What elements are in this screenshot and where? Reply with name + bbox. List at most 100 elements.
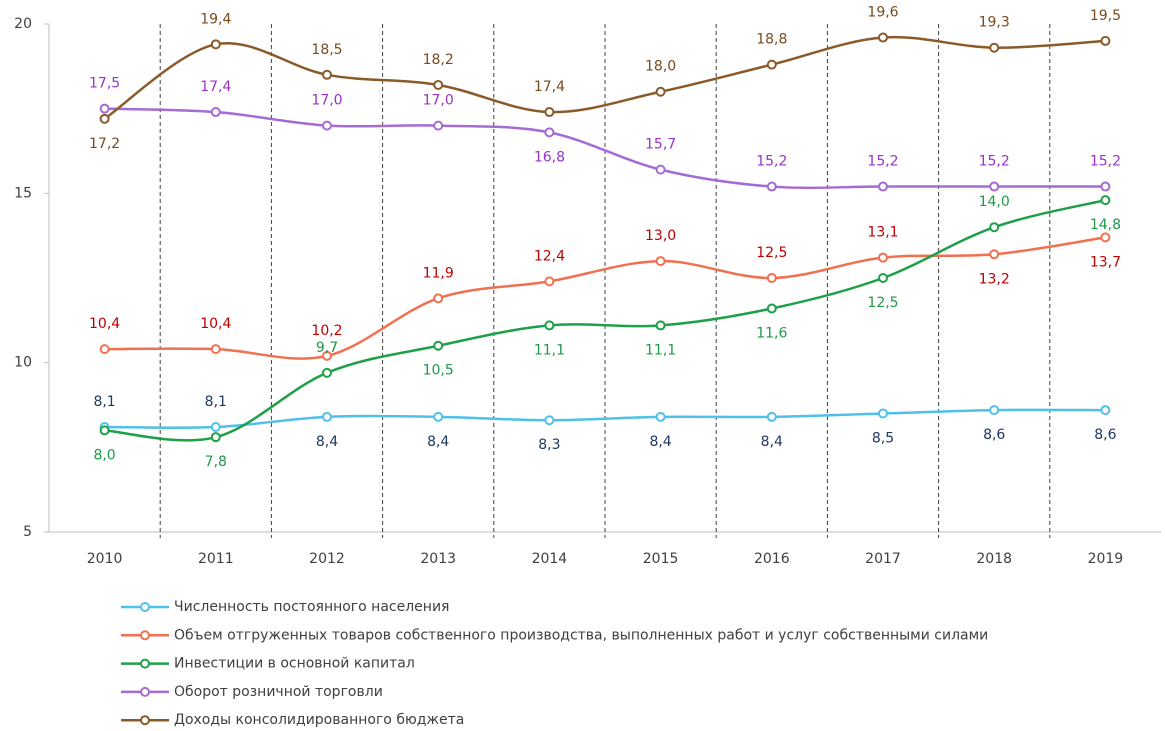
data-point (989, 222, 1000, 233)
data-point (433, 293, 444, 304)
y-tick-label: 20 (14, 16, 32, 32)
data-point (544, 276, 555, 287)
data-label: 11,9 (423, 265, 454, 281)
data-label: 8,4 (761, 434, 783, 450)
data-point (878, 408, 888, 419)
data-point (322, 367, 332, 378)
data-point (210, 344, 221, 355)
x-tick-label: 2017 (865, 551, 901, 567)
data-point (878, 181, 888, 192)
data-label: 15,2 (756, 154, 787, 170)
data-label: 9,7 (316, 340, 338, 356)
data-label: 18,8 (756, 32, 787, 48)
data-point (878, 32, 888, 43)
data-label: 19,6 (867, 5, 898, 21)
data-label: 10,5 (423, 363, 454, 379)
x-tick-label: 2015 (643, 551, 679, 567)
x-tick-label: 2013 (420, 551, 456, 567)
data-point (766, 303, 777, 314)
data-label: 15,7 (645, 137, 676, 153)
data-point (433, 340, 444, 351)
data-label: 14,8 (1090, 217, 1121, 233)
data-label: 16,8 (534, 149, 565, 165)
legend-marker (140, 602, 150, 612)
data-point (766, 59, 777, 70)
data-label: 19,4 (200, 11, 231, 27)
data-label: 12,5 (867, 295, 898, 311)
data-point (322, 69, 332, 80)
data-point (99, 344, 110, 355)
data-point (655, 320, 666, 331)
data-point (99, 425, 110, 436)
x-tick-label: 2011 (198, 551, 234, 567)
legend-marker (140, 658, 150, 669)
data-point (210, 432, 221, 443)
data-point (655, 411, 666, 422)
data-label: 18,5 (311, 42, 342, 58)
data-label: 8,5 (872, 430, 894, 446)
data-point (433, 120, 444, 131)
data-point (766, 411, 777, 422)
data-label: 8,4 (649, 434, 671, 450)
series-line (103, 35, 1106, 120)
data-point (433, 411, 444, 422)
y-tick-label: 5 (23, 524, 32, 540)
data-label: 18,0 (645, 59, 676, 75)
x-tick-label: 2012 (309, 551, 345, 567)
data-label: 7,8 (205, 454, 227, 470)
data-point (433, 79, 444, 90)
data-label: 8,1 (205, 394, 227, 410)
data-point (322, 411, 332, 422)
data-point (878, 252, 888, 263)
data-point (99, 103, 110, 114)
data-point (544, 415, 555, 426)
data-label: 10,4 (200, 316, 231, 332)
data-label: 17,4 (200, 79, 231, 95)
legend-label: Доходы консолидированного бюджета (174, 712, 464, 728)
data-point (1100, 405, 1111, 416)
data-label: 11,1 (645, 342, 676, 358)
data-point (878, 273, 888, 283)
legend-marker (140, 630, 150, 641)
data-label: 17,4 (534, 79, 565, 95)
data-label: 8,3 (538, 437, 560, 453)
data-label: 8,6 (983, 427, 1005, 443)
data-label: 13,0 (645, 228, 676, 244)
data-label: 8,6 (1094, 427, 1116, 443)
legend-label: Численность постоянного населения (174, 599, 449, 615)
data-label: 13,1 (867, 225, 898, 241)
data-point (544, 107, 555, 118)
data-point (1100, 181, 1111, 192)
series-line (104, 236, 1106, 360)
data-label: 14,0 (979, 194, 1010, 210)
data-point (766, 181, 777, 192)
legend-label: Оборот розничной торговли (174, 684, 383, 700)
data-label: 8,0 (93, 447, 115, 463)
data-point (989, 249, 1000, 260)
data-label: 11,6 (756, 325, 787, 341)
data-point (655, 256, 666, 267)
data-point (544, 127, 555, 138)
data-point (766, 273, 777, 283)
data-point (99, 113, 110, 124)
series-line (104, 408, 1106, 430)
legend-label: Инвестиции в основной капитал (174, 656, 415, 672)
data-label: 11,1 (534, 342, 565, 358)
data-label: 13,2 (979, 271, 1010, 287)
data-point (322, 120, 332, 131)
data-label: 8,4 (427, 434, 449, 450)
data-point (655, 86, 666, 97)
data-point (989, 405, 1000, 416)
data-label: 10,4 (89, 316, 120, 332)
series-line (104, 107, 1106, 190)
data-label: 18,2 (423, 52, 454, 68)
x-tick-label: 2014 (532, 551, 568, 567)
data-label: 17,5 (89, 76, 120, 92)
data-label: 13,7 (1090, 254, 1121, 270)
data-point (544, 320, 555, 331)
data-point (210, 422, 221, 433)
x-tick-label: 2018 (976, 551, 1012, 567)
y-tick-label: 10 (14, 355, 32, 371)
